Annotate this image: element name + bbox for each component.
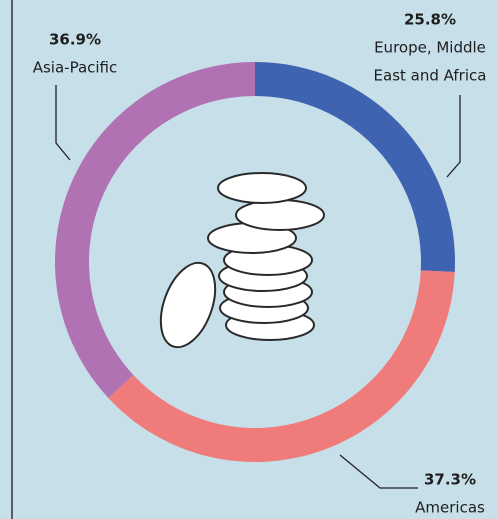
category-label: Americas — [415, 499, 485, 517]
leaning-coin — [159, 261, 217, 349]
coins-icon — [159, 172, 325, 349]
category-label: Asia-Pacific — [33, 59, 118, 77]
value-label: 25.8% — [404, 11, 456, 29]
leader-line — [446, 95, 461, 178]
leader-line — [55, 85, 71, 161]
value-label: 36.9% — [49, 31, 101, 49]
leader-lines — [55, 85, 461, 489]
category-label: Europe, Middle — [374, 39, 486, 57]
donut-segment — [255, 62, 455, 273]
category-label: East and Africa — [374, 67, 487, 85]
leader-line — [339, 454, 418, 489]
donut-segment — [54, 61, 255, 398]
value-label: 37.3% — [424, 471, 476, 489]
donut-segment — [108, 270, 455, 462]
coin-stack — [207, 172, 325, 341]
